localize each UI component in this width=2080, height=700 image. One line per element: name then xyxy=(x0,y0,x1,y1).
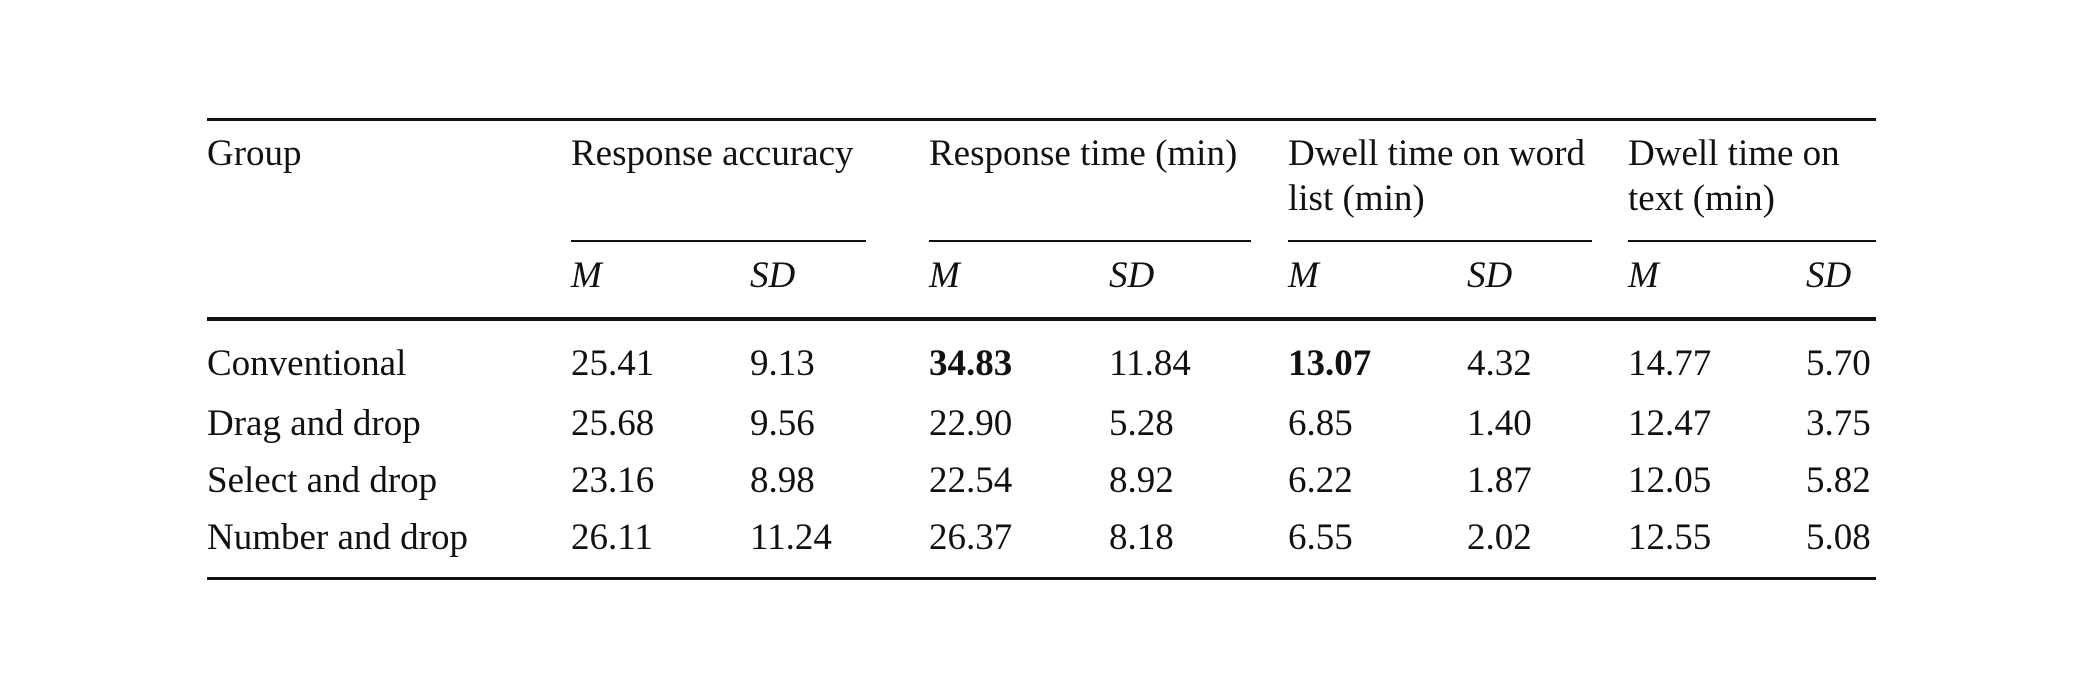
header-group: Group xyxy=(207,133,302,174)
group-underline-dwell-text xyxy=(1628,240,1876,242)
table-cell: 2.02 xyxy=(1467,517,1532,558)
table-cell: 5.82 xyxy=(1806,460,1871,501)
subheader-sd: SD xyxy=(1467,255,1513,296)
row-label: Select and drop xyxy=(207,460,438,501)
table-cell: 5.70 xyxy=(1806,343,1871,384)
subheader-sd: SD xyxy=(750,255,796,296)
table-cell: 22.90 xyxy=(929,403,1013,444)
group-underline-response-time xyxy=(929,240,1251,242)
table-cell: 25.68 xyxy=(571,403,655,444)
subheader-m: M xyxy=(929,255,960,296)
header-dwell-word-list-line1: Dwell time on word xyxy=(1288,133,1585,174)
table-cell: 25.41 xyxy=(571,343,655,384)
subheader-sd: SD xyxy=(1109,255,1155,296)
subheader-m: M xyxy=(1288,255,1319,296)
table-cell: 12.05 xyxy=(1628,460,1712,501)
table-cell-highlight: 34.83 xyxy=(929,343,1013,384)
table-cell: 8.92 xyxy=(1109,460,1174,501)
table-cell: 8.98 xyxy=(750,460,815,501)
table-cell: 9.56 xyxy=(750,403,815,444)
header-dwell-text-line2: text (min) xyxy=(1628,178,1775,219)
header-response-time: Response time (min) xyxy=(929,133,1238,174)
header-bottom-rule xyxy=(207,317,1876,321)
header-dwell-text-line1: Dwell time on xyxy=(1628,133,1840,174)
table-cell: 5.28 xyxy=(1109,403,1174,444)
table-cell: 6.85 xyxy=(1288,403,1353,444)
table-cell: 8.18 xyxy=(1109,517,1174,558)
header-dwell-word-list-line2: list (min) xyxy=(1288,178,1425,219)
table-top-rule xyxy=(207,118,1876,121)
table-cell: 11.24 xyxy=(750,517,832,558)
table-cell: 12.55 xyxy=(1628,517,1712,558)
table-cell: 26.37 xyxy=(929,517,1013,558)
table-cell: 22.54 xyxy=(929,460,1013,501)
subheader-m: M xyxy=(571,255,602,296)
table-cell: 11.84 xyxy=(1109,343,1191,384)
table-cell: 9.13 xyxy=(750,343,815,384)
subheader-sd: SD xyxy=(1806,255,1852,296)
header-response-accuracy: Response accuracy xyxy=(571,133,854,174)
table-cell: 5.08 xyxy=(1806,517,1871,558)
table-cell: 6.22 xyxy=(1288,460,1353,501)
table-cell: 3.75 xyxy=(1806,403,1871,444)
row-label: Number and drop xyxy=(207,517,468,558)
table-cell: 6.55 xyxy=(1288,517,1353,558)
table-cell: 1.40 xyxy=(1467,403,1532,444)
row-label: Drag and drop xyxy=(207,403,421,444)
table-cell: 23.16 xyxy=(571,460,655,501)
table-cell: 12.47 xyxy=(1628,403,1712,444)
row-label: Conventional xyxy=(207,343,407,384)
table-cell: 14.77 xyxy=(1628,343,1712,384)
table-bottom-rule xyxy=(207,577,1876,580)
table-cell: 1.87 xyxy=(1467,460,1532,501)
group-underline-dwell-word-list xyxy=(1288,240,1592,242)
subheader-m: M xyxy=(1628,255,1659,296)
group-underline-response-accuracy xyxy=(571,240,866,242)
table-cell-highlight: 13.07 xyxy=(1288,343,1372,384)
table-cell: 26.11 xyxy=(571,517,653,558)
table-cell: 4.32 xyxy=(1467,343,1532,384)
